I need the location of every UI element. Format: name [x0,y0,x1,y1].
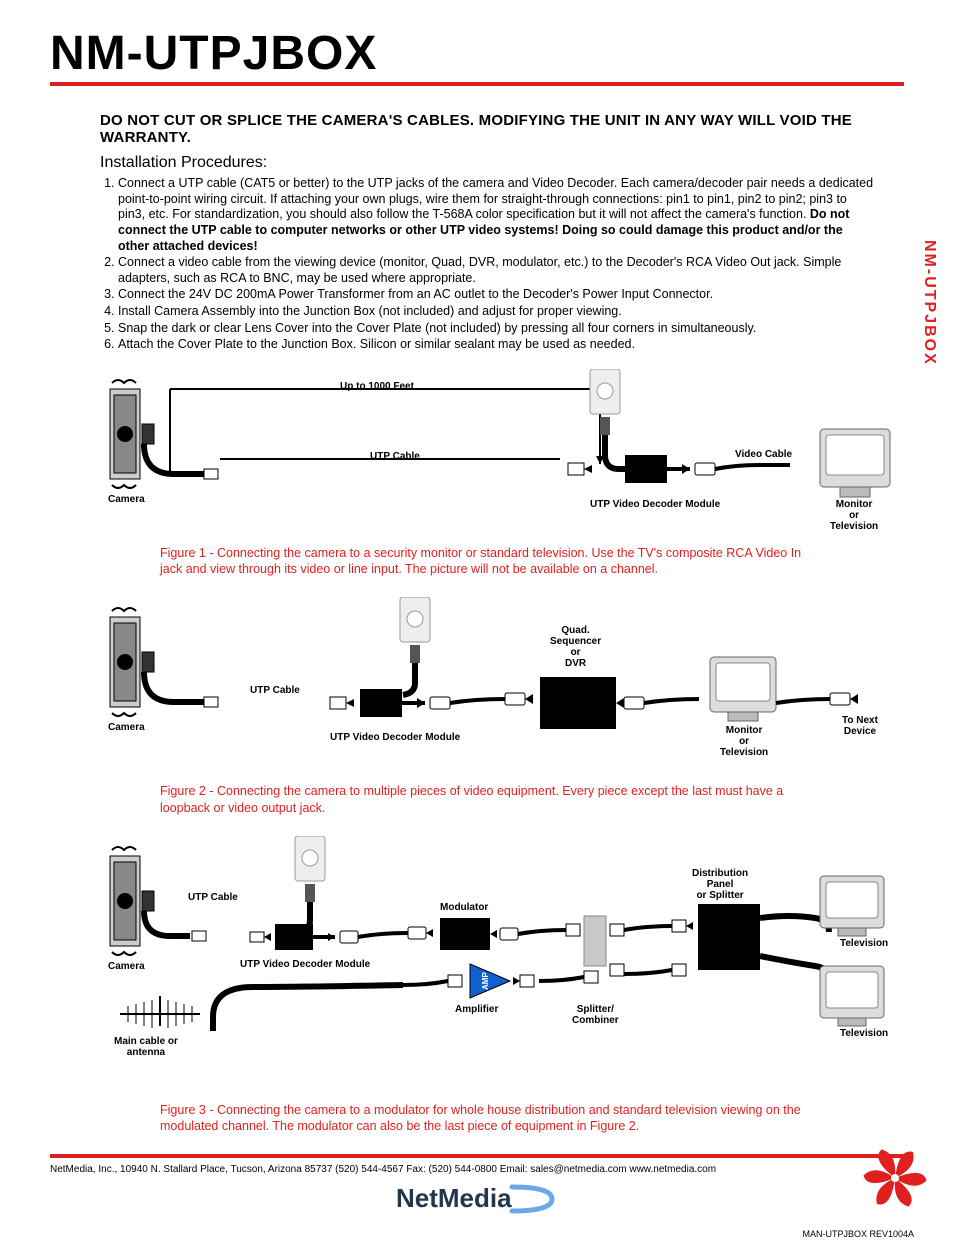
lbl-antenna: Main cable or antenna [114,1036,178,1058]
warranty-warning: DO NOT CUT OR SPLICE THE CAMERA'S CABLES… [100,112,874,146]
lbl-decoder: UTP Video Decoder Module [590,499,720,510]
lbl-splitter: Splitter/ Combiner [572,1004,619,1026]
lbl-modulator: Modulator [440,902,488,913]
step-6: Attach the Cover Plate to the Junction B… [118,337,874,353]
step-5: Snap the dark or clear Lens Cover into t… [118,321,874,337]
step-2: Connect a video cable from the viewing d… [118,255,874,286]
lbl-camera: Camera [108,494,145,505]
lbl-monitor: Monitor or Television [830,499,878,532]
lbl-tv2: Television [840,1028,888,1039]
lbl-utp-cable: UTP Cable [370,451,420,462]
install-header: Installation Procedures: [100,154,874,172]
step-3: Connect the 24V DC 200mA Power Transform… [118,287,874,303]
product-title: NM-UTPJBOX [50,30,904,78]
svg-text:AMP: AMP [481,971,490,989]
lbl-next: To Next Device [842,715,878,737]
lbl-camera-3: Camera [108,961,145,972]
figure-3-caption: Figure 3 - Connecting the camera to a mo… [160,1102,814,1135]
revision: MAN-UTPJBOX REV1004A [802,1229,914,1239]
lbl-upto: Up to 1000 Feet [340,381,414,392]
lbl-decoder-2: UTP Video Decoder Module [330,732,460,743]
step-4: Install Camera Assembly into the Junctio… [118,304,874,320]
lbl-dist: Distribution Panel or Splitter [692,868,748,901]
figure-1-caption: Figure 1 - Connecting the camera to a se… [160,545,814,578]
pinwheel-icon [860,1143,930,1213]
lbl-decoder-3: UTP Video Decoder Module [240,959,370,970]
lbl-monitor-2: Monitor or Television [720,725,768,758]
figure-2-caption: Figure 2 - Connecting the camera to mult… [160,783,814,816]
lbl-video-cable: Video Cable [735,449,792,460]
figure-2-diagram: Camera UTP Cable Quad. Sequencer or DVR … [100,597,900,777]
step-1: Connect a UTP cable (CAT5 or better) to … [118,176,874,254]
step-1a: Connect a UTP cable (CAT5 or better) to … [118,176,873,221]
lbl-utp-3: UTP Cable [188,892,238,903]
lbl-utp-2: UTP Cable [250,685,300,696]
svg-text:NetMedia: NetMedia [396,1183,512,1213]
lbl-amplifier: Amplifier [455,1004,498,1015]
side-tab: NM-UTPJBOX [920,240,938,366]
lbl-quad: Quad. Sequencer or DVR [550,625,601,669]
footer-line [50,1154,904,1158]
lbl-camera-2: Camera [108,722,145,733]
lbl-tv1: Television [840,938,888,949]
footer-address: NetMedia, Inc., 10940 N. Stallard Place,… [50,1164,904,1175]
install-steps: Connect a UTP cable (CAT5 or better) to … [100,176,874,353]
figure-1-diagram: Camera Up to 1000 Feet UTP Cable Video C… [100,369,900,539]
title-underline [50,82,904,86]
netmedia-logo: NetMedia [392,1179,562,1219]
figure-3-diagram: AMP Camera UTP Cable [100,836,900,1096]
